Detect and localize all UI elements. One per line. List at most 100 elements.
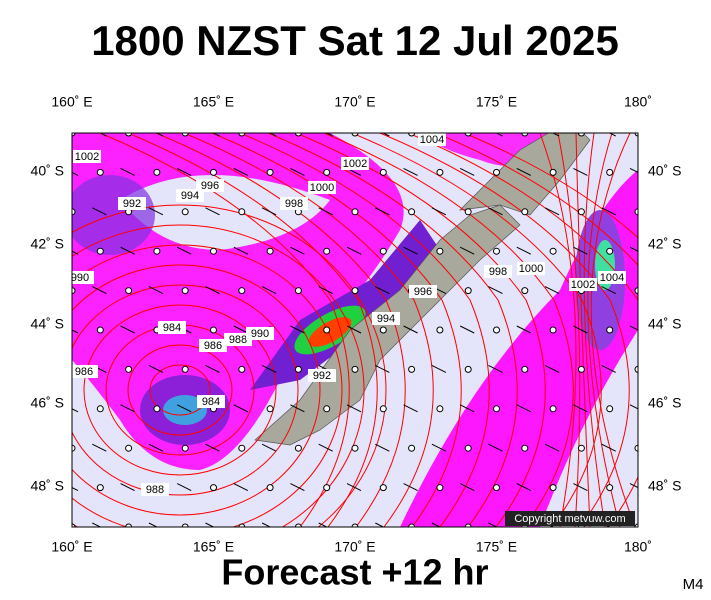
wind-barb bbox=[629, 483, 638, 489]
station bbox=[379, 326, 387, 334]
wind-barb bbox=[148, 364, 164, 373]
lat-label: 40˚ S bbox=[648, 163, 681, 179]
wind-barb bbox=[403, 246, 418, 255]
wind-barb bbox=[72, 408, 79, 413]
isobar-label-bg bbox=[409, 285, 437, 298]
station bbox=[379, 484, 387, 492]
station bbox=[323, 247, 331, 255]
isobar-label: 1004 bbox=[600, 272, 624, 284]
wind-barb bbox=[290, 483, 305, 492]
isobar-label: 1002 bbox=[343, 158, 367, 170]
isobar-label-group: 1000 bbox=[308, 181, 336, 194]
wind-barb bbox=[629, 325, 638, 331]
station bbox=[464, 523, 472, 527]
station bbox=[323, 484, 331, 492]
station bbox=[549, 484, 557, 492]
lat-label: 40˚ S bbox=[31, 163, 64, 179]
station bbox=[464, 133, 472, 137]
station bbox=[493, 405, 500, 413]
wind-barb bbox=[99, 133, 107, 137]
isobar-label-group: 1004 bbox=[418, 133, 446, 146]
isobar-label: 992 bbox=[123, 198, 141, 210]
isobar bbox=[83, 304, 277, 476]
isobar bbox=[590, 133, 636, 527]
station bbox=[606, 168, 614, 176]
isobar bbox=[587, 133, 621, 527]
station bbox=[521, 444, 529, 452]
wind-barb bbox=[120, 167, 135, 176]
isobar-label: 988 bbox=[146, 484, 164, 496]
station bbox=[210, 247, 217, 255]
station bbox=[125, 444, 133, 452]
wind-barb bbox=[290, 246, 305, 255]
station bbox=[634, 444, 638, 452]
isobar bbox=[267, 133, 518, 527]
station bbox=[238, 287, 246, 295]
wind-barb bbox=[205, 443, 220, 452]
wind-barb bbox=[325, 133, 333, 137]
isobar bbox=[72, 244, 343, 527]
wind-barb bbox=[268, 133, 277, 137]
wind-barb bbox=[72, 329, 79, 334]
axis-labels: 160˚ E 160˚ E 165˚ E 165˚ E 170˚ E 170˚ E 175˚… bbox=[31, 94, 682, 555]
isobar-label-group: 1000 bbox=[517, 262, 545, 275]
isobar-label-group: 1002 bbox=[73, 150, 101, 163]
isobar-label-bg bbox=[308, 181, 336, 194]
station bbox=[210, 326, 217, 334]
lon-label: 170˚ E bbox=[334, 94, 375, 110]
lat-label: 44˚ S bbox=[31, 316, 64, 332]
station bbox=[521, 365, 529, 373]
station bbox=[266, 168, 274, 176]
wind-barb bbox=[403, 325, 418, 334]
wind-barb bbox=[155, 133, 164, 137]
station bbox=[549, 405, 557, 413]
copyright: Copyright metvuw.com bbox=[514, 513, 625, 525]
station bbox=[549, 168, 557, 176]
wind-barb bbox=[601, 364, 616, 373]
station bbox=[181, 133, 189, 137]
wind-barb bbox=[233, 325, 249, 334]
wind-barb bbox=[120, 246, 135, 255]
isobar bbox=[72, 284, 299, 496]
isobar-label-bg bbox=[517, 262, 545, 275]
isobar bbox=[575, 133, 591, 527]
wind-barb bbox=[431, 364, 447, 373]
wind-barb bbox=[375, 443, 390, 452]
isobar bbox=[99, 133, 350, 527]
wind-barb bbox=[516, 167, 532, 176]
isobar bbox=[155, 133, 406, 527]
station bbox=[634, 133, 638, 137]
wind-barb bbox=[318, 207, 333, 216]
wind-barb bbox=[403, 483, 418, 492]
isobar-label-bg bbox=[199, 339, 227, 352]
isobar-label-group: 1002 bbox=[341, 157, 369, 170]
station bbox=[181, 208, 189, 216]
isobar-label-group: 984 bbox=[158, 321, 186, 334]
isobar-label: 1000 bbox=[310, 182, 334, 194]
isobar-label-bg bbox=[73, 150, 101, 163]
station bbox=[577, 133, 585, 137]
isobar-label-bg bbox=[418, 133, 446, 146]
isobar-label-bg bbox=[246, 327, 274, 340]
wind-barb bbox=[516, 246, 532, 255]
lat-label: 42˚ S bbox=[31, 236, 64, 252]
station bbox=[266, 247, 274, 255]
wind-barb bbox=[205, 207, 220, 216]
isobar-label-bg bbox=[72, 271, 94, 284]
isobar-label-group: 998 bbox=[280, 197, 308, 210]
wind-barb bbox=[601, 443, 616, 452]
station bbox=[379, 247, 387, 255]
station bbox=[153, 247, 161, 255]
wind-barb bbox=[459, 404, 475, 413]
wind-barb bbox=[346, 483, 362, 492]
isobar-label-bg bbox=[141, 483, 169, 496]
station bbox=[634, 365, 638, 373]
wind-barb bbox=[516, 404, 532, 413]
wind-barb bbox=[120, 325, 135, 334]
station bbox=[210, 484, 217, 492]
station bbox=[493, 326, 500, 334]
station bbox=[96, 484, 104, 492]
wind-barb bbox=[290, 167, 305, 176]
wind-barb bbox=[205, 286, 220, 295]
